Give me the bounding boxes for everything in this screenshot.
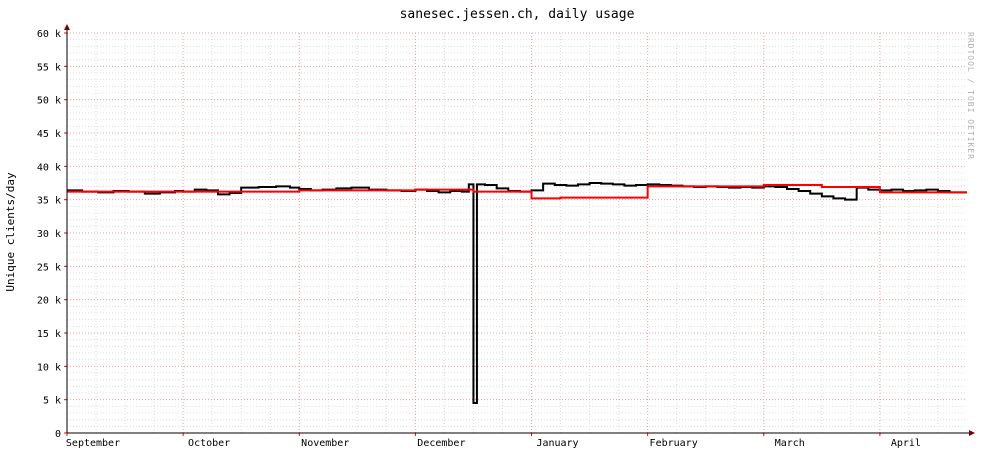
y-tick-labels: 0 5 k 10 k 15 k 20 k 25 k 30 k 35 k 40 k 45 k 50 k… [37,29,61,440]
minor-grid [67,33,967,433]
y-tick-label: 55 k [37,62,61,73]
x-tick-label: October [188,438,230,449]
y-tick-label: 5 k [43,396,61,407]
axes [64,24,975,436]
y-tick-label: 25 k [37,262,61,273]
x-tick-label: December [417,438,465,449]
rrdtool-watermark: RRDTOOL / TOBI OETIKER [966,32,975,160]
y-tick-label: 60 k [37,29,61,40]
y-tick-label: 35 k [37,196,61,207]
major-grid [64,32,967,436]
y-tick-label: 20 k [37,296,61,307]
series-line [67,184,967,200]
chart-title: sanesec.jessen.ch, daily usage [400,7,635,22]
y-axis-arrow [64,24,70,30]
x-tick-label: January [536,438,578,449]
y-tick-label: 15 k [37,329,61,340]
series-layer [67,182,967,404]
y-tick-label: 0 [55,429,61,440]
y-tick-label: 40 k [37,162,61,173]
x-tick-labels: September October November December January F… [66,438,921,449]
x-tick-label: February [650,438,698,449]
x-axis-arrow [969,430,975,436]
x-tick-label: September [66,438,120,449]
x-tick-label: April [891,438,921,449]
y-tick-label: 45 k [37,129,61,140]
x-tick-label: March [775,438,805,449]
y-tick-label: 30 k [37,229,61,240]
y-axis-label: Unique clients/day [4,172,17,292]
x-tick-label: November [301,438,349,449]
y-tick-label: 10 k [37,362,61,373]
y-tick-label: 50 k [37,96,61,107]
